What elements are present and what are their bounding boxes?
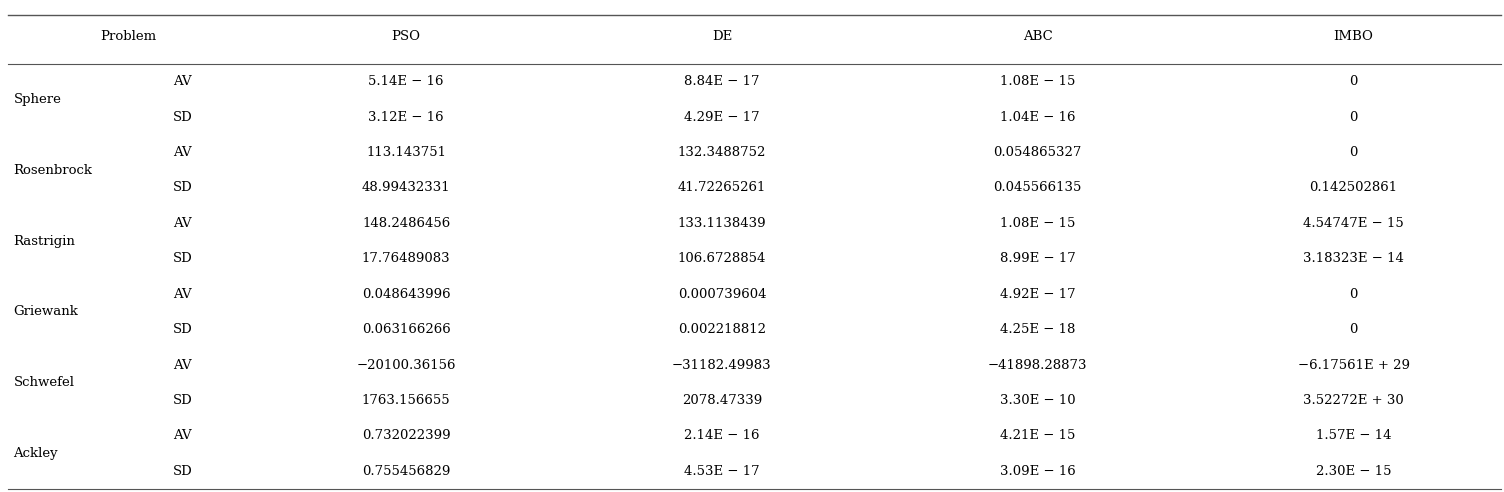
Text: 0: 0	[1349, 75, 1358, 88]
Text: 3.18323E − 14: 3.18323E − 14	[1302, 252, 1405, 265]
Text: SD: SD	[173, 252, 193, 265]
Text: 4.54747E − 15: 4.54747E − 15	[1304, 217, 1403, 230]
Text: 41.72265261: 41.72265261	[678, 182, 766, 194]
Text: Ackley: Ackley	[14, 447, 59, 460]
Text: 8.99E − 17: 8.99E − 17	[1000, 252, 1075, 265]
Text: SD: SD	[173, 182, 193, 194]
Text: AV: AV	[173, 217, 191, 230]
Text: Sphere: Sphere	[14, 93, 62, 106]
Text: 5.14E − 16: 5.14E − 16	[368, 75, 444, 88]
Text: SD: SD	[173, 394, 193, 407]
Text: 2.30E − 15: 2.30E − 15	[1316, 465, 1391, 478]
Text: 133.1138439: 133.1138439	[678, 217, 766, 230]
Text: 17.76489083: 17.76489083	[362, 252, 450, 265]
Text: 2078.47339: 2078.47339	[681, 394, 763, 407]
Text: 1763.156655: 1763.156655	[362, 394, 450, 407]
Text: AV: AV	[173, 75, 191, 88]
Text: SD: SD	[173, 323, 193, 336]
Text: 0.048643996: 0.048643996	[362, 288, 450, 301]
Text: 1.08E − 15: 1.08E − 15	[1000, 217, 1075, 230]
Text: 1.04E − 16: 1.04E − 16	[1000, 111, 1075, 123]
Text: IMBO: IMBO	[1334, 31, 1373, 43]
Text: 0.045566135: 0.045566135	[994, 182, 1081, 194]
Text: 4.53E − 17: 4.53E − 17	[684, 465, 760, 478]
Text: 1.08E − 15: 1.08E − 15	[1000, 75, 1075, 88]
Text: 0: 0	[1349, 323, 1358, 336]
Text: −20100.36156: −20100.36156	[356, 359, 456, 371]
Text: Rosenbrock: Rosenbrock	[14, 164, 93, 177]
Text: AV: AV	[173, 359, 191, 371]
Text: SD: SD	[173, 465, 193, 478]
Text: 4.92E − 17: 4.92E − 17	[1000, 288, 1075, 301]
Text: 148.2486456: 148.2486456	[362, 217, 450, 230]
Text: ABC: ABC	[1023, 31, 1053, 43]
Text: 0.054865327: 0.054865327	[994, 146, 1081, 159]
Text: SD: SD	[173, 111, 193, 123]
Text: PSO: PSO	[391, 31, 421, 43]
Text: AV: AV	[173, 146, 191, 159]
Text: Rastrigin: Rastrigin	[14, 235, 75, 247]
Text: 0.002218812: 0.002218812	[678, 323, 766, 336]
Text: 3.12E − 16: 3.12E − 16	[368, 111, 444, 123]
Text: 0.000739604: 0.000739604	[678, 288, 766, 301]
Text: 0: 0	[1349, 288, 1358, 301]
Text: 4.29E − 17: 4.29E − 17	[684, 111, 760, 123]
Text: Griewank: Griewank	[14, 306, 78, 318]
Text: 132.3488752: 132.3488752	[678, 146, 766, 159]
Text: 0.732022399: 0.732022399	[362, 430, 450, 442]
Text: Schwefel: Schwefel	[14, 376, 75, 389]
Text: 3.30E − 10: 3.30E − 10	[1000, 394, 1075, 407]
Text: 4.21E − 15: 4.21E − 15	[1000, 430, 1075, 442]
Text: −41898.28873: −41898.28873	[988, 359, 1087, 371]
Text: −31182.49983: −31182.49983	[672, 359, 772, 371]
Text: 113.143751: 113.143751	[365, 146, 447, 159]
Text: AV: AV	[173, 288, 191, 301]
Text: 2.14E − 16: 2.14E − 16	[684, 430, 760, 442]
Text: 106.6728854: 106.6728854	[678, 252, 766, 265]
Text: 0: 0	[1349, 111, 1358, 123]
Text: 1.57E − 14: 1.57E − 14	[1316, 430, 1391, 442]
Text: DE: DE	[711, 31, 732, 43]
Text: Problem: Problem	[99, 31, 156, 43]
Text: 0.142502861: 0.142502861	[1310, 182, 1397, 194]
Text: 0.755456829: 0.755456829	[362, 465, 450, 478]
Text: 3.52272E + 30: 3.52272E + 30	[1304, 394, 1403, 407]
Text: 48.99432331: 48.99432331	[362, 182, 450, 194]
Text: 0: 0	[1349, 146, 1358, 159]
Text: 4.25E − 18: 4.25E − 18	[1000, 323, 1075, 336]
Text: −6.17561E + 29: −6.17561E + 29	[1298, 359, 1409, 371]
Text: 8.84E − 17: 8.84E − 17	[684, 75, 760, 88]
Text: AV: AV	[173, 430, 191, 442]
Text: 0.063166266: 0.063166266	[361, 323, 451, 336]
Text: 3.09E − 16: 3.09E − 16	[1000, 465, 1075, 478]
